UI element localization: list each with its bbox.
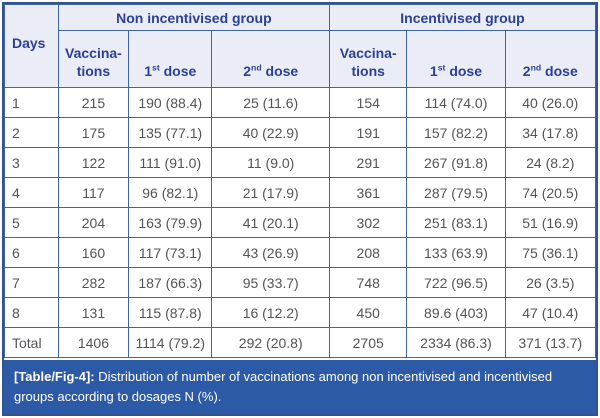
value-cell: 26 (3.5) (504, 267, 597, 298)
value-cell: 1114 (79.2) (128, 327, 213, 358)
value-cell: 291 (329, 147, 408, 178)
value-cell: 1406 (57, 327, 130, 358)
day-cell: Total (4, 327, 59, 358)
table-row: 2 175 135 (77.1) 40 (22.9) 191 157 (82.2) 34 (… (4, 117, 597, 148)
value-cell: 11 (9.0) (211, 147, 331, 178)
value-cell: 154 (329, 87, 408, 118)
value-cell: 122 (57, 147, 130, 178)
table-row: 8 131 115 (87.8) 16 (12.2) 450 89.6 (403) 47 (… (4, 297, 597, 328)
day-cell: 5 (4, 207, 59, 238)
value-cell: 96 (82.1) (128, 177, 213, 208)
value-cell: 75 (36.1) (504, 237, 597, 268)
table-row: 6 160 117 (73.1) 43 (26.9) 208 133 (63.9) 75 (… (4, 237, 597, 268)
col-header-vaccinations-non-incentivised: Vaccina-tions (57, 30, 130, 88)
value-cell: 215 (57, 87, 130, 118)
value-cell: 34 (17.8) (504, 117, 597, 148)
value-cell: 40 (26.0) (504, 87, 597, 118)
table-row: 4 117 96 (82.1) 21 (17.9) 361 287 (79.5) 74 (2… (4, 177, 597, 208)
table-row: Total 1406 1114 (79.2) 292 (20.8) 2705 2334 (… (4, 327, 597, 358)
col-header-first-dose-incentivised: 1st dose (406, 30, 506, 88)
value-cell: 133 (63.9) (406, 237, 506, 268)
value-cell: 40 (22.9) (211, 117, 331, 148)
value-cell: 204 (57, 207, 130, 238)
value-cell: 111 (91.0) (128, 147, 213, 178)
table-row: 3 122 111 (91.0) 11 (9.0) 291 267 (91.8) 24 (8… (4, 147, 597, 178)
col-header-first-dose-non-incentivised: 1st dose (128, 30, 213, 88)
col-header-vaccinations-incentivised: Vaccina-tions (329, 30, 408, 88)
value-cell: 175 (57, 117, 130, 148)
value-cell: 135 (77.1) (128, 117, 213, 148)
table-row: 7 282 187 (66.3) 95 (33.7) 748 722 (96.5) 26 (… (4, 267, 597, 298)
value-cell: 191 (329, 117, 408, 148)
value-cell: 41 (20.1) (211, 207, 331, 238)
value-cell: 371 (13.7) (504, 327, 597, 358)
value-cell: 160 (57, 237, 130, 268)
table-body: 1 215 190 (88.4) 25 (11.6) 154 114 (74.0) 40 (… (4, 87, 597, 358)
day-cell: 6 (4, 237, 59, 268)
value-cell: 131 (57, 297, 130, 328)
value-cell: 95 (33.7) (211, 267, 331, 298)
value-cell: 2334 (86.3) (406, 327, 506, 358)
group-header-incentivised: Incentivised group (329, 4, 596, 31)
value-cell: 157 (82.2) (406, 117, 506, 148)
value-cell: 287 (79.5) (406, 177, 506, 208)
value-cell: 47 (10.4) (504, 297, 597, 328)
col-header-second-dose-incentivised: 2nd dose (504, 30, 597, 88)
group-header-row: Days Non incentivised group Incentivised… (4, 4, 596, 88)
day-cell: 3 (4, 147, 59, 178)
value-cell: 117 (57, 177, 130, 208)
day-cell: 4 (4, 177, 59, 208)
table-row: 1 215 190 (88.4) 25 (11.6) 154 114 (74.0) 40 (… (4, 87, 597, 118)
value-cell: 748 (329, 267, 408, 298)
group-header-non-incentivised: Non incentivised group (57, 4, 331, 31)
day-cell: 7 (4, 267, 59, 298)
value-cell: 361 (329, 177, 408, 208)
figure-caption: [Table/Fig-4]: Distribution of number of… (4, 360, 596, 414)
value-cell: 450 (329, 297, 408, 328)
day-cell: 2 (4, 117, 59, 148)
value-cell: 114 (74.0) (406, 87, 506, 118)
value-cell: 722 (96.5) (406, 267, 506, 298)
value-cell: 2705 (329, 327, 408, 358)
vaccinations-line2: tions (76, 62, 111, 79)
value-cell: 89.6 (403) (406, 297, 506, 328)
value-cell: 21 (17.9) (211, 177, 331, 208)
value-cell: 16 (12.2) (211, 297, 331, 328)
value-cell: 190 (88.4) (128, 87, 213, 118)
day-cell: 8 (4, 297, 59, 328)
table-row: 5 204 163 (79.9) 41 (20.1) 302 251 (83.1) 51 (… (4, 207, 597, 238)
caption-tag: [Table/Fig-4]: (14, 369, 95, 384)
col-header-days: Days (4, 4, 59, 88)
value-cell: 208 (329, 237, 408, 268)
value-cell: 267 (91.8) (406, 147, 506, 178)
value-cell: 251 (83.1) (406, 207, 506, 238)
value-cell: 43 (26.9) (211, 237, 331, 268)
value-cell: 25 (11.6) (211, 87, 331, 118)
value-cell: 117 (73.1) (128, 237, 213, 268)
col-header-second-dose-non-incentivised: 2nd dose (211, 30, 331, 88)
caption-text: Distribution of number of vaccinations a… (14, 369, 553, 404)
value-cell: 51 (16.9) (504, 207, 597, 238)
vaccinations-line1: Vaccina- (65, 45, 122, 61)
value-cell: 302 (329, 207, 408, 238)
value-cell: 282 (57, 267, 130, 298)
value-cell: 292 (20.8) (211, 327, 331, 358)
value-cell: 24 (8.2) (504, 147, 597, 178)
value-cell: 74 (20.5) (504, 177, 597, 208)
day-cell: 1 (4, 87, 59, 118)
vaccination-table: Days Non incentivised group Incentivised… (4, 4, 597, 358)
value-cell: 115 (87.8) (128, 297, 213, 328)
value-cell: 163 (79.9) (128, 207, 213, 238)
sub-header-row: Vaccina-tions 1st dose 2nd dose Vaccina-… (5, 30, 597, 88)
value-cell: 187 (66.3) (128, 267, 213, 298)
